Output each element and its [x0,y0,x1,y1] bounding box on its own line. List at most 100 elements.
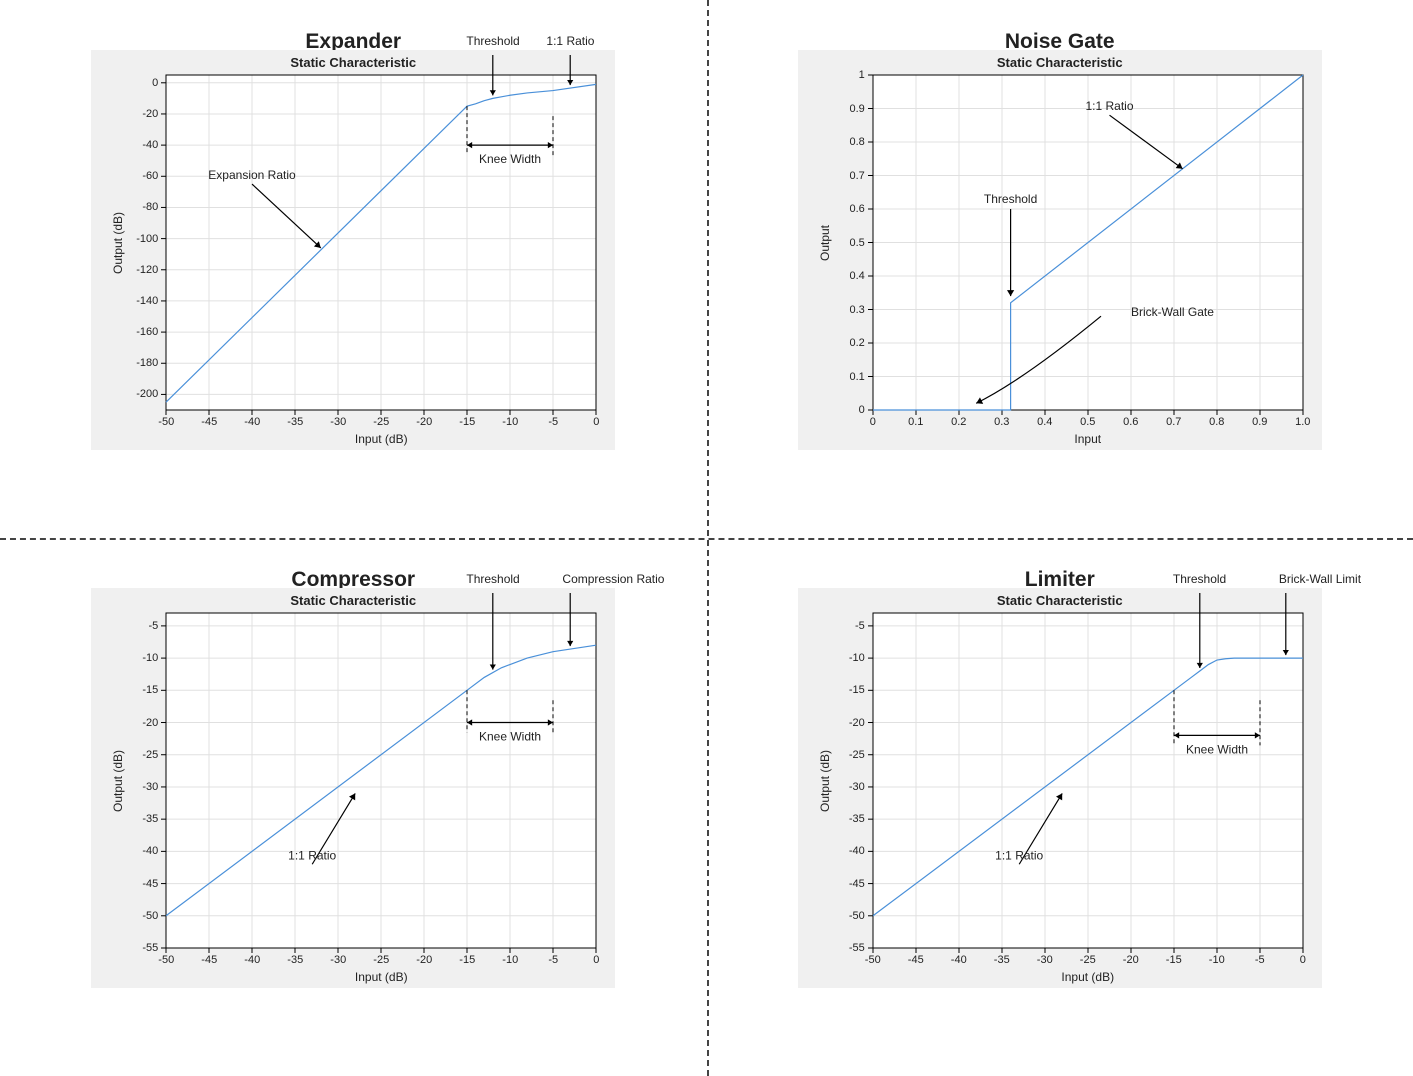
compressor-xtick: -15 [459,954,475,966]
noisegate-ytick: 0.6 [849,203,864,215]
svg-text:1:1 Ratio: 1:1 Ratio [288,848,336,862]
limiter-xtick: 0 [1300,954,1306,966]
compressor-ytick: -35 [142,813,158,825]
horizontal-divider [0,538,1413,540]
noisegate-xlabel: Input [1074,432,1101,446]
limiter-ytick: -50 [849,910,865,922]
expander-xtick: -20 [416,416,432,428]
noisegate-ytick: 0.9 [849,103,864,115]
noisegate-xtick: 0.7 [1166,416,1181,428]
svg-text:Brick-Wall Gate: Brick-Wall Gate [1131,305,1214,319]
compressor-ytick: -25 [142,749,158,761]
limiter-xtick: -5 [1255,954,1265,966]
expander-ytick: -40 [142,139,158,151]
compressor-xtick: -20 [416,954,432,966]
noisegate-xtick: 0.9 [1252,416,1267,428]
expander-top-annotations: ExpanderThreshold1:1 Ratio [91,20,615,50]
expander-xtick: 0 [593,416,599,428]
svg-text:1:1 Ratio: 1:1 Ratio [1085,99,1133,113]
limiter-xtick: -30 [1037,954,1053,966]
compressor-ytick: -20 [142,717,158,729]
limiter-xtick: -20 [1123,954,1139,966]
expander-ytick: -140 [136,295,158,307]
svg-text:1:1 Ratio: 1:1 Ratio [995,848,1043,862]
limiter-top-label-1: Brick-Wall Limit [1279,572,1361,586]
limiter-xtick: -25 [1080,954,1096,966]
compressor-ytick: -55 [142,942,158,954]
compressor-xtick: -50 [158,954,174,966]
expander-xtick: -45 [201,416,217,428]
limiter-xtick: -15 [1166,954,1182,966]
noisegate-plot-svg: Threshold 1:1 Ratio Brick-Wall Gate [798,50,1322,450]
expander-ytick: -80 [142,201,158,213]
expander-xtick: -10 [502,416,518,428]
limiter-ytick: -40 [849,845,865,857]
compressor-ytick: -40 [142,845,158,857]
compressor-ytick: -10 [142,652,158,664]
noisegate-xtick: 0.5 [1080,416,1095,428]
expander-top-label-0: Threshold [466,34,519,48]
compressor-ytick: -5 [148,620,158,632]
svg-text:Expansion Ratio: Expansion Ratio [209,168,297,182]
expander-ytick: -180 [136,357,158,369]
expander-ytick: -100 [136,233,158,245]
compressor-ytick: -45 [142,878,158,890]
compressor-xtick: -5 [548,954,558,966]
compressor-chart: Static Characteristic1:1 RatioKnee Width… [91,588,615,988]
svg-text:Threshold: Threshold [984,192,1037,206]
compressor-xtick: -35 [287,954,303,966]
expander-xtick: -30 [330,416,346,428]
limiter-xtick: -10 [1209,954,1225,966]
compressor-top-label-0: Threshold [466,572,519,586]
expander-ytick: -200 [136,388,158,400]
noisegate-xtick: 0.8 [1209,416,1224,428]
svg-text:Knee Width: Knee Width [1186,742,1248,756]
compressor-ytick: -30 [142,781,158,793]
compressor-xtick: -45 [201,954,217,966]
noisegate-ytick: 0.3 [849,304,864,316]
expander-chart: Static CharacteristicExpansion RatioKnee… [91,50,615,450]
noisegate-ytick: 0.1 [849,371,864,383]
expander-ylabel: Output (dB) [111,211,125,273]
svg-text:Knee Width: Knee Width [479,152,541,166]
noisegate-ytick: 0.5 [849,237,864,249]
noisegate-ytick: 0.4 [849,270,864,282]
limiter-top-annotations: LimiterThresholdBrick-Wall Limit [798,558,1322,588]
compressor-ytick: -15 [142,684,158,696]
limiter-xtick: -50 [865,954,881,966]
compressor-ylabel: Output (dB) [111,749,125,811]
compressor-top-label-1: Compression Ratio [562,572,664,586]
limiter-xtick: -35 [994,954,1010,966]
noisegate-xtick: 0 [870,416,876,428]
limiter-ytick: -20 [849,717,865,729]
compressor-plot-svg: 1:1 Ratio Knee Width [91,588,615,988]
expander-ytick: -20 [142,108,158,120]
limiter-chart: Static Characteristic1:1 RatioKnee Width… [798,588,1322,988]
expander-xtick: -5 [548,416,558,428]
limiter-ytick: -5 [855,620,865,632]
limiter-ytick: -25 [849,749,865,761]
expander-xtick: -40 [244,416,260,428]
svg-text:Knee Width: Knee Width [479,730,541,744]
compressor-xlabel: Input (dB) [355,970,408,984]
noisegate-top-annotations: Noise Gate [798,20,1322,50]
compressor-xtick: -40 [244,954,260,966]
noisegate-chart: Static CharacteristicThreshold1:1 RatioB… [798,50,1322,450]
limiter-ytick: -35 [849,813,865,825]
limiter-xlabel: Input (dB) [1061,970,1114,984]
compressor-top-annotations: CompressorThresholdCompression Ratio [91,558,615,588]
noisegate-xtick: 0.3 [994,416,1009,428]
expander-top-label-1: 1:1 Ratio [546,34,594,48]
limiter-ytick: -45 [849,878,865,890]
limiter-xtick: -45 [908,954,924,966]
expander-ytick: -60 [142,170,158,182]
compressor-xtick: -25 [373,954,389,966]
limiter-xtick: -40 [951,954,967,966]
expander-ytick: -160 [136,326,158,338]
compressor-xtick: 0 [593,954,599,966]
noisegate-ytick: 0.8 [849,136,864,148]
noisegate-xtick: 0.2 [951,416,966,428]
expander-ytick: 0 [152,77,158,89]
limiter-top-label-0: Threshold [1173,572,1226,586]
expander-xtick: -50 [158,416,174,428]
